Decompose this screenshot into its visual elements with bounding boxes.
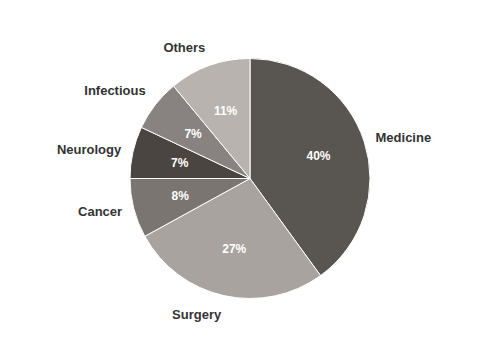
svg-text:7%: 7% <box>171 156 189 170</box>
svg-text:11%: 11% <box>214 104 238 118</box>
svg-text:Surgery: Surgery <box>172 307 222 322</box>
svg-text:27%: 27% <box>222 242 246 256</box>
svg-text:Infectious: Infectious <box>84 83 145 98</box>
svg-text:Medicine: Medicine <box>376 130 432 145</box>
svg-text:Cancer: Cancer <box>78 204 122 219</box>
svg-text:Others: Others <box>163 40 205 55</box>
svg-text:40%: 40% <box>306 149 330 163</box>
svg-text:7%: 7% <box>184 127 202 141</box>
svg-text:8%: 8% <box>172 189 190 203</box>
svg-text:Neurology: Neurology <box>57 142 122 157</box>
